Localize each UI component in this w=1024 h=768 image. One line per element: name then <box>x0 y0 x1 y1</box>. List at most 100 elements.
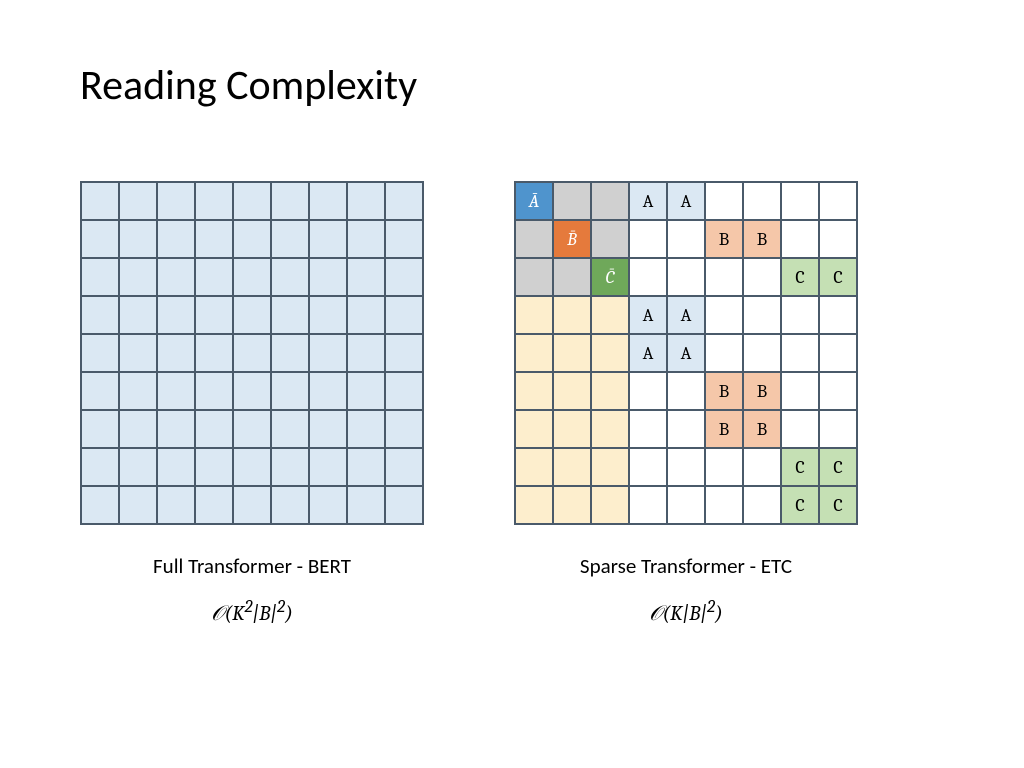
grid-cell <box>347 296 385 334</box>
grid-cell: B <box>705 410 743 448</box>
grid-cell <box>157 334 195 372</box>
grid-cell <box>271 220 309 258</box>
grid-cell <box>515 486 553 524</box>
grid-cell <box>119 410 157 448</box>
grid-cell <box>157 258 195 296</box>
grid-cell <box>591 182 629 220</box>
left-panel: Full Transformer - BERT 𝒪(K2|B|2) <box>80 181 424 626</box>
grid-cell <box>705 448 743 486</box>
grid-cell <box>119 486 157 524</box>
grid-cell <box>553 296 591 334</box>
grid-cell <box>781 372 819 410</box>
grid-cell <box>819 220 857 258</box>
grid-cell <box>157 486 195 524</box>
grid-cell <box>119 448 157 486</box>
grid-cell <box>81 258 119 296</box>
grid-cell <box>233 372 271 410</box>
grid-cell <box>119 220 157 258</box>
grid-cell <box>119 182 157 220</box>
panels-row: Full Transformer - BERT 𝒪(K2|B|2) ĀAAB̄B… <box>80 181 944 626</box>
grid-cell <box>781 182 819 220</box>
grid-cell: Ā <box>515 182 553 220</box>
sparse-attention-grid: ĀAAB̄BBC̄CCAAAABBBBCCCC <box>514 181 858 525</box>
grid-cell <box>347 334 385 372</box>
grid-cell <box>515 372 553 410</box>
grid-cell <box>553 410 591 448</box>
grid-cell: B̄ <box>553 220 591 258</box>
grid-cell <box>515 220 553 258</box>
grid-cell: A <box>629 296 667 334</box>
grid-cell <box>515 448 553 486</box>
grid-cell: A <box>667 182 705 220</box>
grid-cell <box>819 296 857 334</box>
grid-cell <box>119 334 157 372</box>
grid-cell <box>385 486 423 524</box>
grid-cell: C <box>781 448 819 486</box>
grid-cell <box>515 410 553 448</box>
grid-cell <box>233 334 271 372</box>
grid-cell <box>591 334 629 372</box>
grid-cell <box>309 220 347 258</box>
grid-cell <box>705 258 743 296</box>
grid-cell <box>347 220 385 258</box>
grid-cell <box>309 182 347 220</box>
grid-cell: C <box>781 258 819 296</box>
grid-cell <box>819 334 857 372</box>
grid-cell <box>667 448 705 486</box>
grid-cell <box>629 410 667 448</box>
grid-cell <box>705 334 743 372</box>
grid-cell <box>553 486 591 524</box>
grid-cell <box>743 296 781 334</box>
grid-cell <box>309 258 347 296</box>
grid-cell <box>629 258 667 296</box>
grid-cell <box>309 448 347 486</box>
grid-cell <box>705 486 743 524</box>
grid-cell <box>271 372 309 410</box>
grid-cell <box>515 334 553 372</box>
grid-cell: C <box>819 486 857 524</box>
grid-cell <box>195 334 233 372</box>
grid-cell <box>81 182 119 220</box>
grid-cell: A <box>629 182 667 220</box>
grid-cell <box>591 372 629 410</box>
grid-cell: A <box>629 334 667 372</box>
full-attention-grid <box>80 181 424 525</box>
grid-cell <box>81 448 119 486</box>
grid-cell <box>81 220 119 258</box>
grid-cell <box>629 486 667 524</box>
grid-cell <box>157 448 195 486</box>
grid-cell <box>119 372 157 410</box>
grid-cell <box>515 296 553 334</box>
grid-cell <box>195 448 233 486</box>
grid-cell <box>781 410 819 448</box>
grid-cell <box>347 448 385 486</box>
grid-cell <box>515 258 553 296</box>
grid-cell <box>157 296 195 334</box>
grid-cell <box>781 296 819 334</box>
grid-cell <box>667 220 705 258</box>
grid-cell <box>309 410 347 448</box>
grid-cell <box>629 220 667 258</box>
grid-cell <box>309 296 347 334</box>
grid-cell <box>347 372 385 410</box>
grid-cell <box>195 220 233 258</box>
grid-cell <box>157 372 195 410</box>
grid-cell: C <box>819 258 857 296</box>
grid-cell <box>385 410 423 448</box>
grid-cell <box>553 448 591 486</box>
grid-cell <box>385 372 423 410</box>
grid-cell <box>157 220 195 258</box>
grid-cell <box>119 258 157 296</box>
grid-cell <box>233 448 271 486</box>
grid-cell <box>385 182 423 220</box>
grid-cell <box>819 410 857 448</box>
grid-cell <box>309 334 347 372</box>
grid-cell <box>271 182 309 220</box>
grid-cell: B <box>705 220 743 258</box>
grid-cell <box>743 448 781 486</box>
grid-cell <box>591 448 629 486</box>
grid-cell: B <box>705 372 743 410</box>
grid-cell: C <box>781 486 819 524</box>
grid-cell: C̄ <box>591 258 629 296</box>
grid-cell <box>81 296 119 334</box>
